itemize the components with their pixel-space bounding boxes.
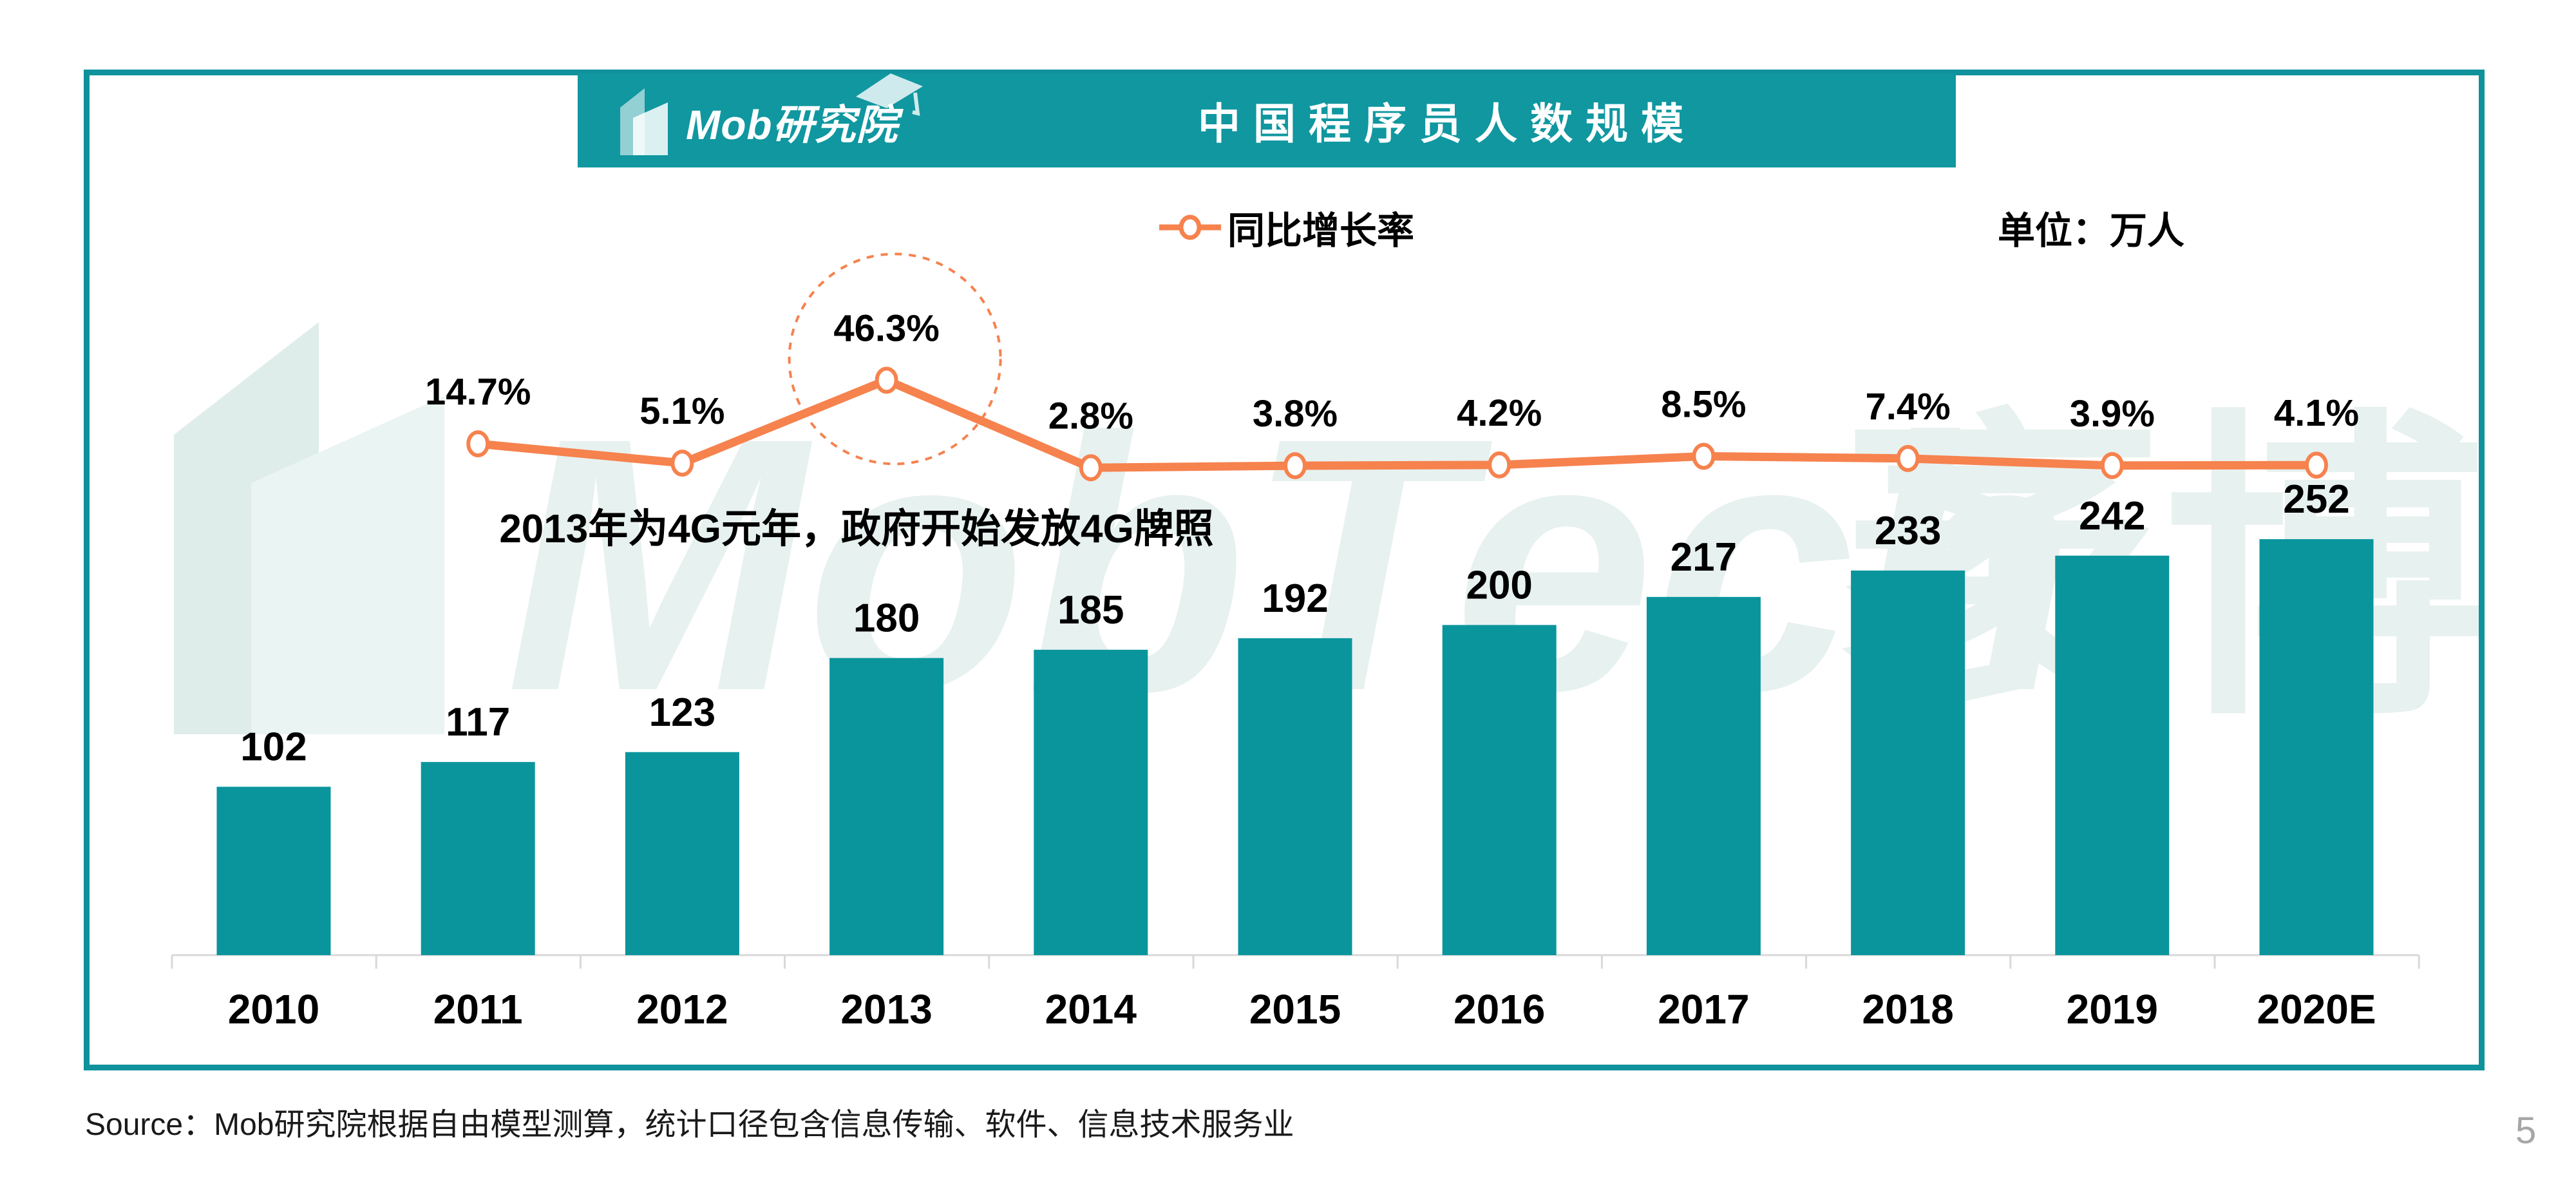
bar-value-label: 242 — [2079, 494, 2145, 538]
graduation-cap-icon — [855, 73, 923, 116]
x-tick-label: 2020E — [2257, 986, 2376, 1032]
bar-2019 — [2055, 555, 2170, 955]
building-icon — [620, 88, 668, 155]
data-point-marker-2018 — [1896, 444, 1920, 472]
bar-2011 — [421, 762, 535, 955]
legend-label: 同比增长率 — [1227, 210, 1415, 252]
page-title: 中国程序员人数规模 — [1198, 100, 1696, 147]
x-tick-label: 2014 — [1045, 986, 1137, 1032]
legend: 同比增长率 — [1158, 207, 1414, 252]
x-tick-label: 2018 — [1862, 986, 1953, 1032]
bar-value-label: 102 — [240, 725, 307, 770]
growth-value-label: 5.1% — [639, 390, 724, 432]
logo-text: Mob研究院 — [686, 102, 898, 148]
growth-value-label: 7.4% — [1865, 386, 1950, 428]
mob-research-logo: Mob研究院 — [615, 73, 923, 158]
bar-value-label: 233 — [1875, 509, 1941, 553]
bar-2020E — [2259, 539, 2374, 955]
bar-value-label: 123 — [649, 690, 715, 735]
x-tick-label: 2011 — [433, 986, 523, 1032]
x-tick-label: 2015 — [1249, 986, 1341, 1032]
x-tick-label: 2017 — [1658, 986, 1749, 1032]
data-point-marker-2014 — [1079, 454, 1103, 482]
data-point-marker-2011 — [466, 430, 490, 458]
bar-value-label: 192 — [1262, 576, 1328, 621]
growth-value-label: 3.8% — [1253, 393, 1338, 435]
data-point-marker-2012 — [670, 450, 694, 477]
x-tick-label: 2010 — [228, 986, 319, 1032]
x-tick-label: 2013 — [840, 986, 932, 1032]
bar-value-label: 200 — [1466, 563, 1532, 607]
bar-value-label: 180 — [853, 596, 920, 641]
unit-label: 单位：万人 — [1998, 210, 2185, 252]
bar-value-label: 217 — [1671, 535, 1737, 580]
bar-value-label: 117 — [446, 700, 510, 745]
growth-value-label: 2.8% — [1048, 395, 1133, 437]
growth-value-label: 4.1% — [2274, 392, 2359, 434]
data-point-marker-2016 — [1488, 451, 1511, 479]
source-note: Source：Mob研究院根据自由模型测算，统计口径包含信息传输、软件、信息技术… — [85, 1108, 1294, 1142]
bar-2018 — [1851, 570, 1965, 955]
x-tick-label: 2019 — [2067, 986, 2158, 1032]
data-point-marker-2013 — [875, 366, 898, 394]
growth-value-label: 8.5% — [1661, 383, 1746, 425]
x-tick-label: 2016 — [1454, 986, 1545, 1032]
growth-value-label: 46.3% — [833, 307, 939, 349]
bar-value-label: 185 — [1057, 588, 1124, 632]
bar-value-label: 252 — [2283, 477, 2349, 522]
bar-2013 — [829, 658, 944, 955]
header-banner: Mob研究院 中国程序员人数规模 — [578, 73, 1956, 167]
data-point-marker-2015 — [1283, 452, 1307, 480]
annotation-4g: 2013年为4G元年，政府开始发放4G牌照 — [499, 507, 1214, 551]
bar-2014 — [1034, 649, 1148, 955]
line-series-marker-icon — [1159, 214, 1221, 240]
growth-value-label: 4.2% — [1457, 392, 1542, 434]
data-point-marker-2019 — [2100, 451, 2124, 479]
growth-value-label: 14.7% — [425, 371, 531, 413]
bar-2015 — [1238, 638, 1352, 955]
x-tick-label: 2012 — [636, 986, 728, 1032]
data-point-marker-2020E — [2305, 451, 2328, 479]
growth-value-label: 3.9% — [2070, 393, 2155, 435]
bar-2010 — [216, 786, 331, 955]
growth-line — [473, 375, 2321, 472]
bar-2016 — [1442, 625, 1557, 955]
highlight-circle — [788, 252, 1002, 466]
bar-2017 — [1646, 596, 1761, 955]
watermark-building-icon — [251, 396, 444, 734]
data-point-marker-2017 — [1692, 442, 1716, 470]
page-number: 5 — [2515, 1110, 2537, 1152]
bar-2012 — [625, 752, 739, 955]
chart-frame — [84, 70, 2485, 1070]
